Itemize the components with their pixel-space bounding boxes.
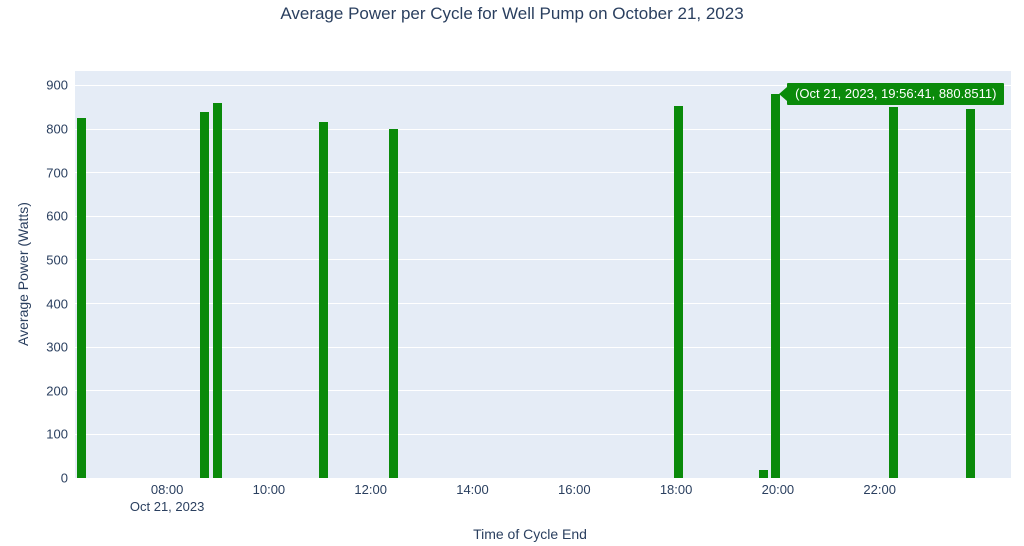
bar-09:00[interactable] <box>213 102 223 478</box>
y-tick-label: 900 <box>46 77 68 93</box>
y-tick-label: 400 <box>46 296 68 311</box>
y-tick-label: 700 <box>46 165 68 181</box>
bar-08:44[interactable] <box>200 111 210 478</box>
y-tick-label: 800 <box>46 121 68 137</box>
chart-title: Average Power per Cycle for Well Pump on… <box>280 4 744 23</box>
x-tick-label: 20:00 <box>761 482 795 497</box>
y-gridline <box>75 303 1011 304</box>
y-gridline <box>75 172 1011 174</box>
bar-18:03[interactable] <box>674 105 684 478</box>
y-gridline <box>75 215 1011 217</box>
y-gridline <box>75 433 1011 435</box>
x-tick-label: 16:00 <box>558 482 591 497</box>
y-tick-label: 500 <box>46 252 68 268</box>
bar-22:17[interactable] <box>889 107 899 478</box>
y-tick-label: 200 <box>46 383 68 399</box>
x-tick-label: 08:00 <box>150 482 184 497</box>
x-tick-label: 18:00 <box>659 482 693 497</box>
y-gridline <box>75 346 1011 348</box>
bar-19:56:41[interactable] <box>770 93 780 478</box>
x-axis-title: Time of Cycle End <box>473 526 587 542</box>
y-tick-label: 0 <box>60 470 68 486</box>
bar-11:04[interactable] <box>318 121 328 478</box>
x-axis-date-label: Oct 21, 2023 <box>129 499 205 514</box>
y-gridline <box>75 84 1011 86</box>
x-tick-label: 10:00 <box>252 482 286 497</box>
y-tick-label: 300 <box>46 339 68 355</box>
x-tick-label: 14:00 <box>456 482 489 497</box>
x-tick-label: 22:00 <box>863 482 896 497</box>
x-tick-label: 12:00 <box>354 482 387 497</box>
bar-23:47[interactable] <box>966 108 976 478</box>
y-gridline <box>75 128 1011 130</box>
y-gridline <box>75 259 1011 261</box>
y-gridline <box>75 390 1011 392</box>
bar-19:44[interactable] <box>759 470 769 478</box>
bar-12:26[interactable] <box>388 129 398 478</box>
y-tick-label: 600 <box>46 208 68 224</box>
y-tick-label: 100 <box>46 426 68 442</box>
bar-06:19[interactable] <box>77 117 87 478</box>
plot-area[interactable] <box>75 71 1011 478</box>
